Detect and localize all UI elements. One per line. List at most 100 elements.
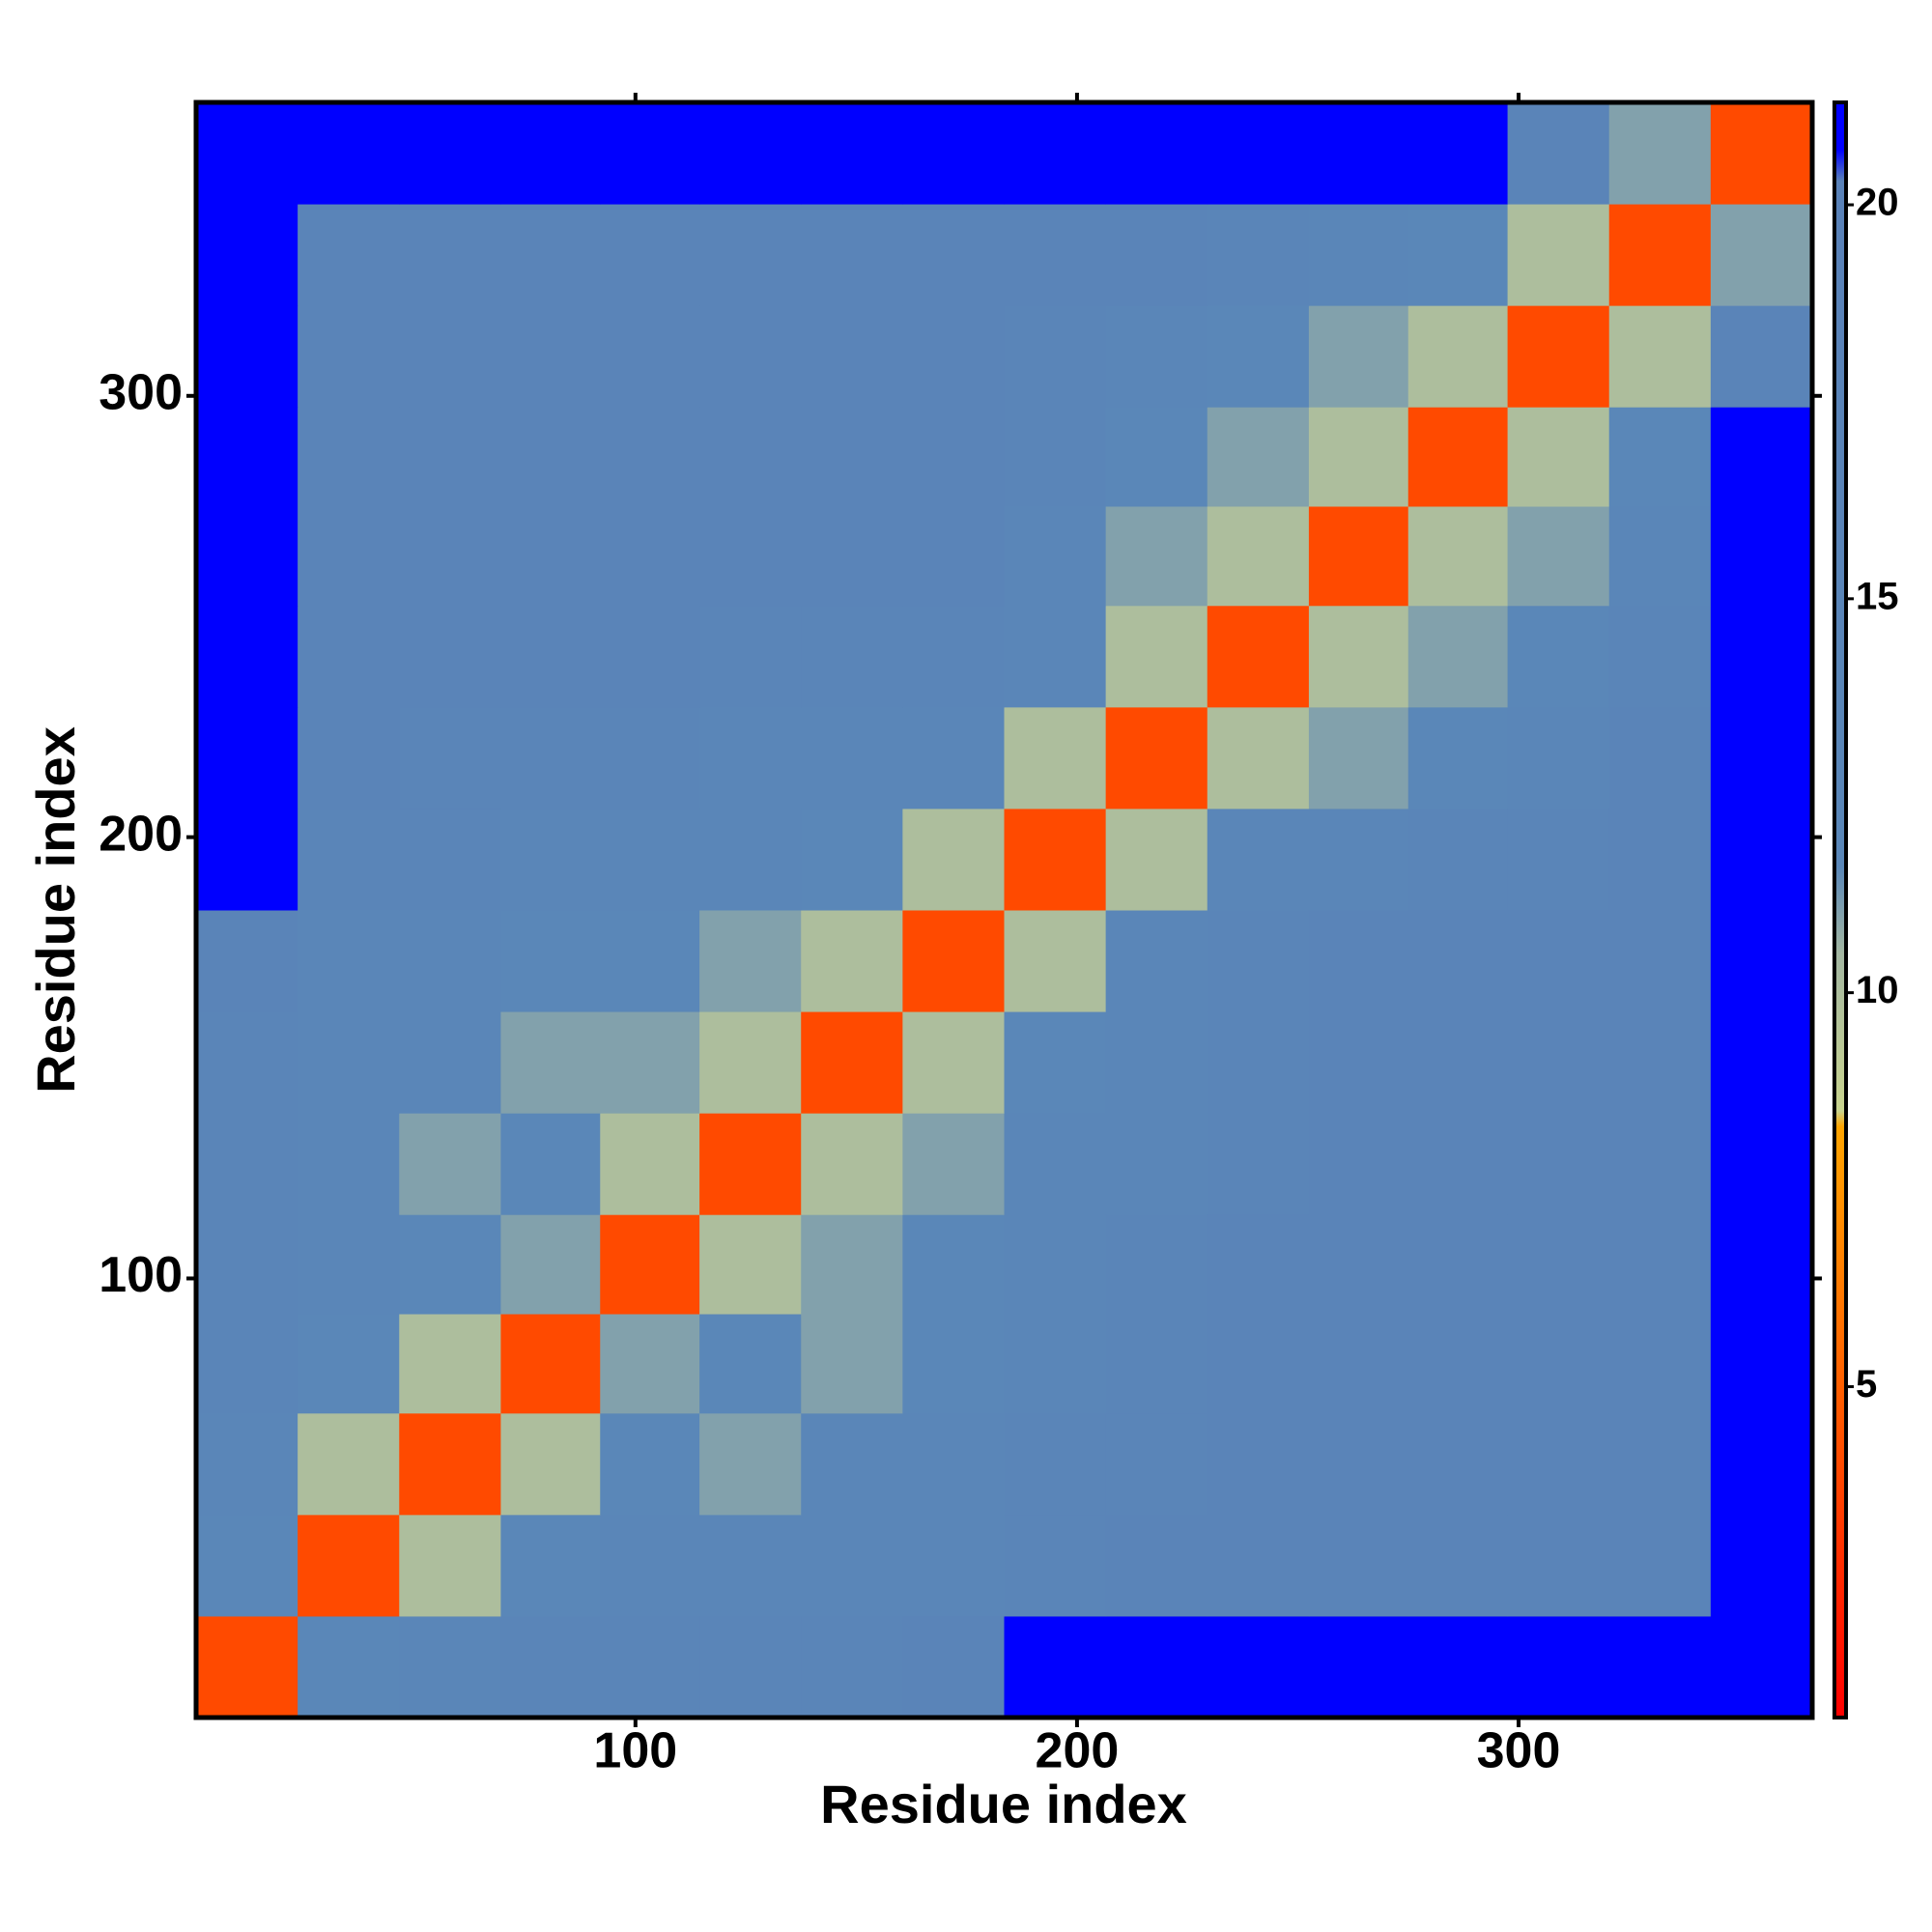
- heat-cell: [196, 204, 298, 306]
- heat-cell: [699, 1514, 802, 1617]
- heat-cell: [1105, 1514, 1208, 1617]
- heat-cell: [902, 1011, 1005, 1114]
- heat-cell: [1608, 1113, 1712, 1215]
- heat-cell: [699, 204, 802, 306]
- heat-cell: [1308, 1412, 1409, 1516]
- heat-cell: [1507, 808, 1610, 911]
- heat-cell: [1004, 305, 1107, 408]
- heatmap-cells: [196, 102, 1813, 1719]
- heat-cell: [399, 1011, 501, 1114]
- heat-cell: [902, 910, 1005, 1012]
- heat-cell: [1507, 706, 1610, 810]
- heat-cell: [399, 204, 501, 306]
- heat-cell: [298, 1412, 400, 1516]
- colorbar-tick-label: 20: [1856, 182, 1899, 224]
- heat-cell: [399, 910, 501, 1012]
- heat-cell: [1308, 407, 1409, 507]
- heat-cell: [298, 1615, 400, 1719]
- heat-cell: [298, 605, 400, 708]
- heat-cell: [1407, 1615, 1509, 1719]
- heat-cell: [399, 1314, 501, 1414]
- heat-cell: [399, 305, 501, 408]
- heat-cell: [500, 1514, 601, 1617]
- heat-cell: [1308, 808, 1409, 911]
- heat-cell: [298, 1214, 400, 1315]
- heat-cell: [196, 1314, 298, 1414]
- heat-cell: [298, 204, 400, 306]
- heat-cell: [298, 808, 400, 911]
- heat-cell: [1207, 1314, 1310, 1414]
- heat-cell: [1608, 808, 1712, 911]
- heat-cell: [196, 102, 298, 205]
- heat-cell: [1407, 706, 1509, 810]
- heat-cell: [1608, 1412, 1712, 1516]
- heat-cell: [1308, 1514, 1409, 1617]
- heat-cell: [1308, 1011, 1409, 1114]
- heat-cell: [298, 305, 400, 408]
- colorbar-tick-label: 5: [1856, 1363, 1877, 1406]
- heat-cell: [600, 1314, 700, 1414]
- heat-cell: [1207, 706, 1310, 810]
- heat-cell: [600, 1011, 700, 1114]
- heat-cell: [1004, 506, 1107, 607]
- x-tick-label: 300: [1477, 1723, 1561, 1779]
- heat-cell: [500, 1412, 601, 1516]
- heat-cell: [1105, 1214, 1208, 1315]
- heat-cell: [1004, 1615, 1107, 1719]
- heat-cell: [699, 102, 802, 205]
- heat-cell: [1105, 706, 1208, 810]
- colorbar: [1833, 100, 1848, 1719]
- heat-cell: [1507, 1214, 1610, 1315]
- heat-cell: [1407, 506, 1509, 607]
- x-axis-title: Residue index: [820, 1774, 1187, 1834]
- heat-cell: [1608, 1615, 1712, 1719]
- heat-cell: [1407, 204, 1509, 306]
- heat-cell: [1407, 102, 1509, 205]
- heat-cell: [699, 1113, 802, 1215]
- heat-cell: [1207, 305, 1310, 408]
- heat-cell: [1105, 506, 1208, 607]
- heat-cell: [399, 407, 501, 507]
- heat-cell: [902, 204, 1005, 306]
- heat-cell: [902, 1514, 1005, 1617]
- heat-cell: [1207, 407, 1310, 507]
- heat-cell: [699, 407, 802, 507]
- y-tick-label: 300: [99, 365, 183, 421]
- heat-cell: [1710, 506, 1813, 607]
- heat-cell: [1608, 102, 1712, 205]
- heat-cell: [1105, 605, 1208, 708]
- heat-cell: [902, 305, 1005, 408]
- heat-cell: [500, 407, 601, 507]
- heat-cell: [1308, 102, 1409, 205]
- heat-cell: [801, 506, 903, 607]
- heat-cell: [1407, 1412, 1509, 1516]
- heat-cell: [1308, 1113, 1409, 1215]
- heat-cell: [699, 1011, 802, 1114]
- x-tick-label: 100: [593, 1723, 677, 1779]
- heat-cell: [1710, 910, 1813, 1012]
- heat-cell: [1710, 605, 1813, 708]
- heat-cell: [298, 706, 400, 810]
- heat-cell: [699, 305, 802, 408]
- heat-cell: [500, 706, 601, 810]
- heat-cell: [1507, 506, 1610, 607]
- x-tick-label: 200: [1036, 1723, 1120, 1779]
- heat-cell: [902, 808, 1005, 911]
- heat-cell: [196, 407, 298, 507]
- heat-cell: [1004, 1514, 1107, 1617]
- heat-cell: [699, 808, 802, 911]
- heat-cell: [399, 1412, 501, 1516]
- heat-cell: [600, 102, 700, 205]
- heat-cell: [196, 910, 298, 1012]
- heat-cell: [902, 1113, 1005, 1215]
- heat-cell: [1105, 407, 1208, 507]
- heat-cell: [801, 1214, 903, 1315]
- heat-cell: [1507, 102, 1610, 205]
- heat-cell: [1710, 1011, 1813, 1114]
- heat-cell: [600, 407, 700, 507]
- heat-cell: [1407, 808, 1509, 911]
- heat-cell: [1608, 1214, 1712, 1315]
- heat-cell: [1308, 305, 1409, 408]
- heat-cell: [500, 1113, 601, 1215]
- heat-cell: [1608, 1514, 1712, 1617]
